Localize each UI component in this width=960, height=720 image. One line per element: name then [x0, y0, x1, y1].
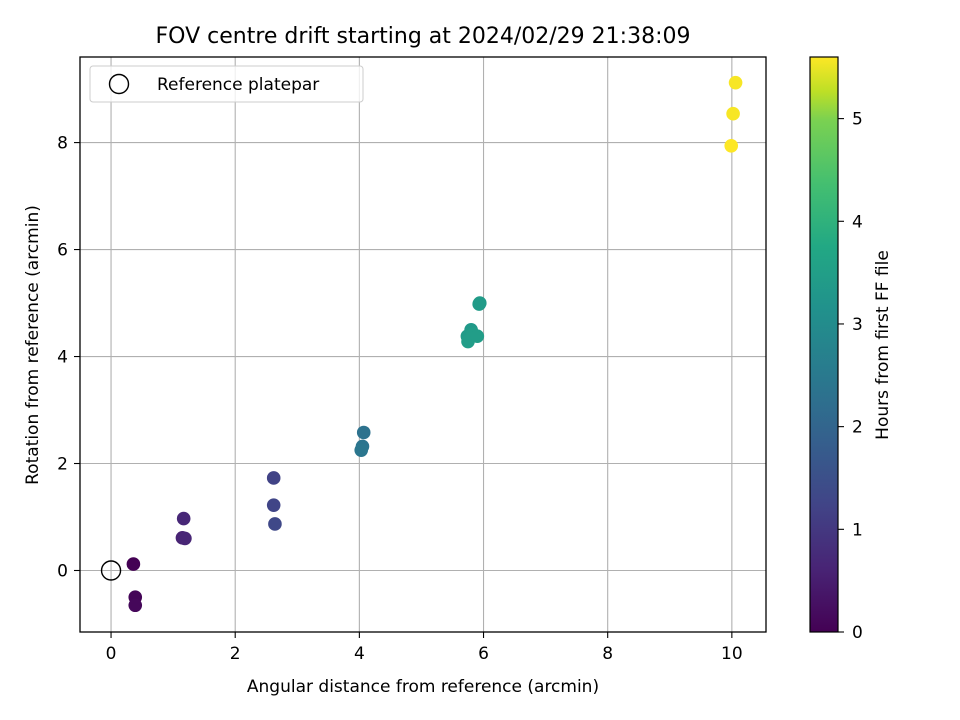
data-point-7 [266, 498, 281, 513]
legend: Reference platepar [89, 65, 364, 103]
data-point-5 [178, 531, 192, 546]
data-point-21 [724, 138, 739, 153]
reference-marker [100, 560, 122, 581]
x-tick-label-3: 6 [478, 644, 489, 664]
data-point-0 [126, 557, 141, 571]
y-tick-label-2: 4 [57, 348, 68, 368]
data-point-9 [356, 425, 371, 440]
legend-reference-marker [108, 73, 130, 95]
data-point-18 [470, 329, 485, 344]
x-tick-label-0: 0 [106, 644, 117, 664]
data-point-8 [268, 517, 282, 531]
y-tick-label-4: 8 [57, 134, 68, 154]
y-axis-ticks: 0 2 4 6 8 [57, 134, 80, 581]
data-point-13 [473, 296, 487, 310]
colorbar-tick-label-5: 5 [852, 110, 863, 130]
y-tick-label-1: 2 [57, 455, 68, 475]
x-axis-ticks: 0 2 4 6 8 10 [106, 632, 743, 664]
data-point-20 [726, 106, 740, 121]
data-point-3 [176, 511, 191, 526]
colorbar-tick-label-4: 4 [852, 212, 863, 232]
colorbar-tick-label-1: 1 [852, 520, 863, 540]
colorbar-tick-label-2: 2 [852, 418, 863, 438]
y-tick-label-0: 0 [57, 561, 68, 581]
reference-platepar-marker [100, 560, 122, 581]
colorbar-gradient [809, 56, 839, 633]
x-tick-label-1: 2 [230, 644, 241, 664]
plot-frame [79, 56, 767, 633]
x-tick-label-2: 4 [354, 644, 365, 664]
data-point-11 [354, 443, 369, 457]
colorbar-tick-label-0: 0 [852, 623, 863, 643]
y-tick-label-3: 6 [57, 241, 68, 261]
data-point-19 [728, 75, 743, 90]
legend-box [89, 65, 364, 103]
colorbar: 0 1 2 3 4 5 Hours from first FF file [809, 56, 893, 643]
data-points [126, 75, 743, 613]
data-point-2 [128, 598, 143, 613]
x-tick-label-5: 10 [721, 644, 743, 664]
x-tick-label-4: 8 [602, 644, 613, 664]
colorbar-ticks: 0 1 2 3 4 5 [838, 110, 863, 643]
data-point-6 [266, 471, 281, 485]
colorbar-tick-label-3: 3 [852, 315, 863, 335]
legend-label-reference: Reference platepar [157, 75, 319, 95]
chart-title: FOV centre drift starting at 2024/02/29 … [156, 24, 691, 49]
grid-lines [80, 57, 766, 632]
x-axis-label: Angular distance from reference (arcmin) [247, 677, 599, 697]
colorbar-label: Hours from first FF file [873, 250, 893, 440]
y-axis-label: Rotation from reference (arcmin) [23, 205, 43, 485]
